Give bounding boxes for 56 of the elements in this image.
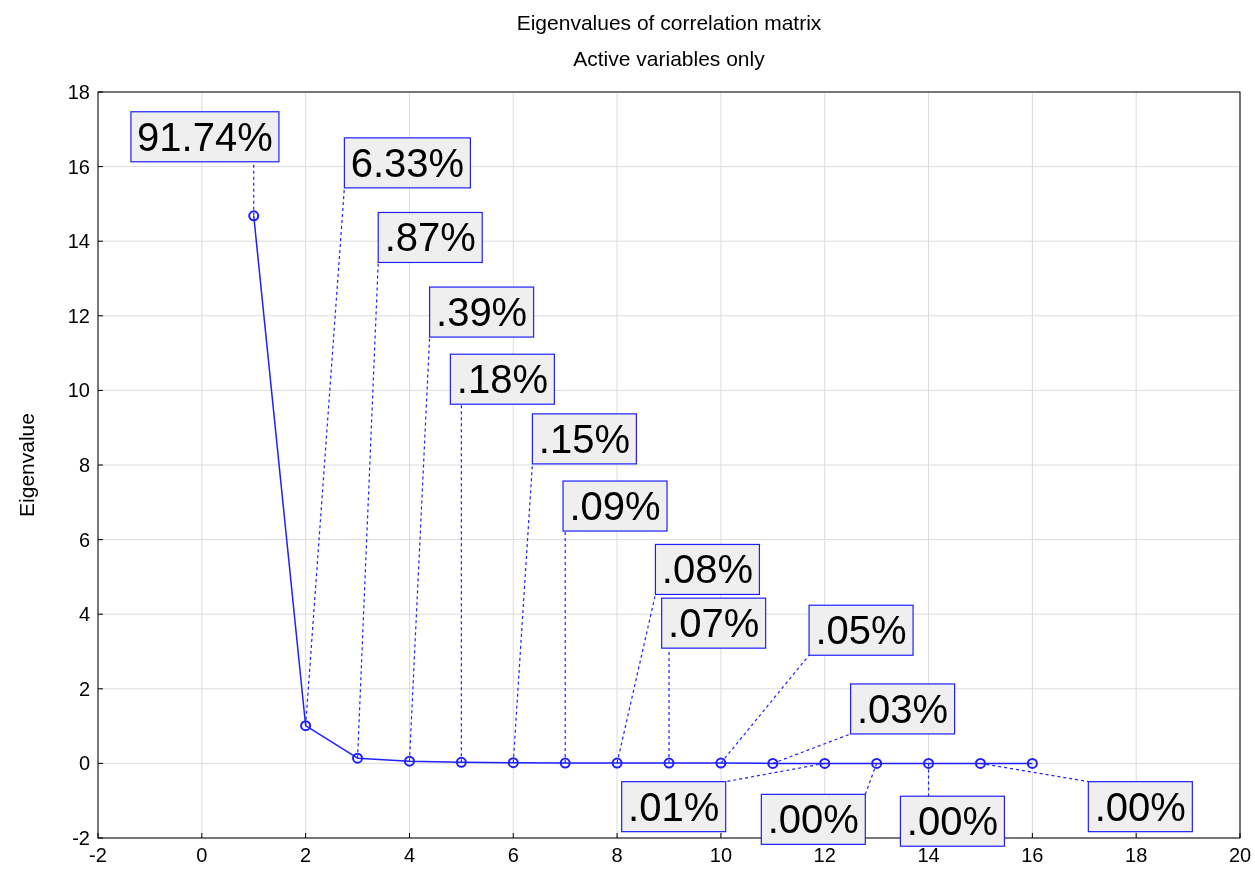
y-tick-label: 4 — [78, 603, 90, 626]
annotation: .00% — [906, 799, 999, 844]
y-tick-label: 14 — [67, 230, 90, 253]
annotation: 6.33% — [350, 140, 465, 185]
x-tick-label: 12 — [813, 844, 836, 866]
y-axis-title: Eigenvalue — [15, 413, 38, 517]
x-tick-label: 18 — [1125, 844, 1148, 866]
x-tick-label: 16 — [1021, 844, 1044, 866]
point — [403, 755, 415, 767]
point — [715, 757, 727, 769]
x-tick-label: 2 — [300, 844, 312, 866]
annotation: .03% — [857, 686, 949, 731]
annotation: .07% — [668, 601, 760, 646]
annotation: .18% — [456, 357, 548, 402]
point — [352, 752, 364, 764]
point — [559, 757, 571, 769]
annotation: .15% — [538, 416, 630, 461]
y-tick-label: 0 — [78, 752, 90, 775]
point — [871, 757, 883, 769]
point — [663, 757, 675, 769]
x-tick-label: 8 — [611, 844, 623, 866]
annotation: .01% — [628, 784, 720, 829]
annotation: .05% — [815, 608, 907, 653]
annotation: .09% — [569, 484, 661, 529]
y-tick-label: 18 — [67, 81, 90, 103]
x-tick-label: 0 — [196, 844, 208, 866]
annotation: .08% — [661, 547, 753, 592]
y-tick-label: 16 — [67, 155, 90, 178]
annotation: 91.74% — [137, 114, 273, 159]
point — [819, 757, 831, 769]
point — [767, 757, 779, 769]
point — [611, 757, 623, 769]
point — [1026, 757, 1038, 769]
chart-subtitle: Active variables only — [573, 47, 766, 70]
x-tick-label: 14 — [917, 844, 940, 866]
y-tick-label: 8 — [78, 454, 90, 476]
annotation: .00% — [767, 797, 859, 842]
y-tick-label: -2 — [72, 827, 90, 849]
annotation: .00% — [1094, 784, 1186, 829]
chart-title: Eigenvalues of correlation matrix — [516, 11, 822, 34]
x-tick-label: 4 — [403, 844, 416, 866]
y-tick-label: 6 — [78, 528, 90, 551]
x-tick-label: 6 — [507, 844, 519, 866]
point — [248, 210, 260, 222]
point — [300, 720, 312, 732]
x-tick-label: 10 — [709, 844, 733, 866]
point — [923, 757, 935, 769]
point — [507, 757, 519, 769]
y-tick-label: 12 — [67, 304, 90, 327]
y-tick-label: 2 — [78, 677, 90, 700]
y-tick-label: 10 — [67, 379, 90, 402]
annotation: .87% — [384, 215, 476, 260]
x-tick-label: 20 — [1228, 844, 1252, 866]
point — [455, 756, 467, 768]
annotation: .39% — [436, 290, 528, 335]
point — [974, 757, 986, 769]
